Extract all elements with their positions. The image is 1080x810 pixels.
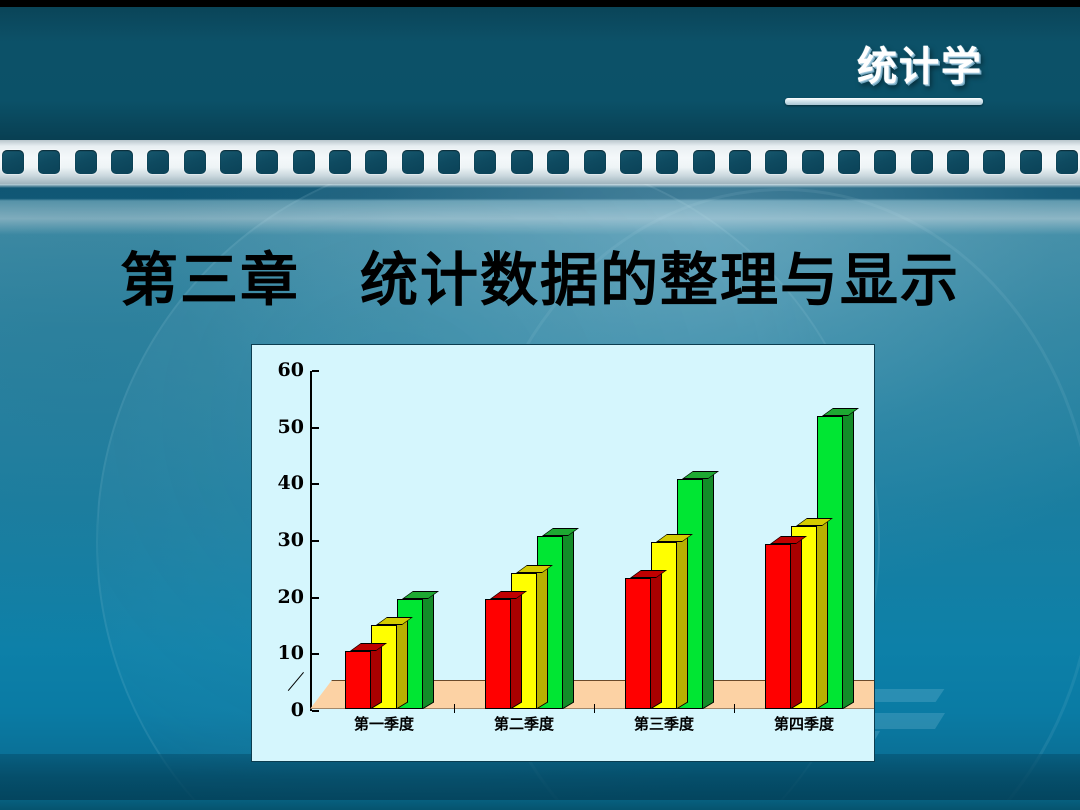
film-perforation-icon	[111, 150, 134, 174]
y-axis-tick-label: 10	[277, 642, 304, 665]
chart-floor-front-edge	[310, 708, 874, 709]
y-axis-tick	[312, 653, 319, 656]
bar-系列1	[625, 570, 668, 709]
film-perforation-icon	[910, 150, 933, 174]
film-perforation-icon	[728, 150, 751, 174]
film-perforation-icon	[765, 150, 788, 174]
bar-front-face	[765, 544, 791, 709]
bar-side-face	[397, 618, 408, 709]
y-axis-tick-label: 50	[277, 415, 304, 438]
bar-side-face	[677, 534, 688, 709]
bar-group	[314, 395, 454, 709]
bar-系列1	[345, 643, 388, 709]
y-axis-tick-label: 30	[277, 529, 304, 551]
bottom-edge	[0, 800, 1080, 810]
film-perforation-icon	[292, 150, 315, 174]
film-perforation-icon	[74, 150, 97, 174]
film-perforation-icon	[619, 150, 642, 174]
plot-area	[314, 395, 874, 709]
film-perforation-icon	[547, 150, 570, 174]
x-axis-labels: 第一季度 第二季度 第三季度 第四季度	[314, 713, 874, 737]
bar-side-face	[791, 537, 802, 709]
bar-front-face	[485, 599, 511, 709]
film-perforation-icon	[1055, 150, 1078, 174]
header-underline-bar	[785, 98, 983, 105]
bar-side-face	[703, 472, 714, 709]
y-axis-tick	[312, 426, 319, 429]
film-perforation-icon	[38, 150, 61, 174]
y-axis-tick	[312, 540, 319, 542]
header-band: 统计学	[0, 0, 1080, 140]
y-axis-tick-label: 60	[277, 359, 304, 381]
film-perforation-icon	[365, 150, 388, 174]
x-axis-category-label: 第四季度	[773, 715, 834, 733]
film-perforation-icon	[874, 150, 897, 174]
bar-group	[734, 395, 874, 709]
film-perforation-icon	[946, 150, 969, 174]
header-top-rule	[0, 0, 1080, 7]
film-perforation-icon	[147, 150, 170, 174]
bar-side-face	[537, 566, 548, 709]
bar-group	[454, 395, 594, 709]
y-axis-tick-label: 0	[290, 699, 304, 721]
film-perforation-icon	[2, 150, 24, 174]
film-perforation-icon	[220, 150, 243, 174]
bar-系列1	[485, 591, 528, 709]
film-perforation-icon	[1019, 150, 1042, 174]
film-perforation-icon	[692, 150, 715, 174]
bar-side-face	[511, 592, 522, 709]
x-axis-category-label: 第二季度	[493, 715, 554, 733]
x-axis-divider	[454, 704, 455, 713]
bar-side-face	[423, 592, 434, 709]
film-perforation-icon	[183, 150, 206, 174]
header-title: 统计学	[857, 34, 983, 92]
page-title: 第三章 统计数据的整理与显示	[119, 246, 960, 314]
y-axis-tick	[312, 710, 319, 712]
x-axis-divider	[594, 704, 595, 713]
y-axis-line	[310, 371, 312, 711]
bar-group	[594, 395, 734, 709]
bar-front-face	[345, 651, 371, 709]
film-perforation-icon	[983, 150, 1006, 174]
x-axis-category-label: 第三季度	[633, 715, 694, 733]
film-perforation-icon	[510, 150, 533, 174]
film-perforation-icon	[656, 150, 679, 174]
film-perforation-icon	[583, 150, 606, 174]
film-perforation-icon	[837, 150, 860, 174]
y-axis-tick-label: 40	[277, 472, 304, 495]
film-perforation-icon	[474, 150, 497, 174]
filmstrip-divider	[0, 140, 1080, 188]
bar-chart: 0 10 20 30 40 50 60 第一季度 第二季度 第三季度 第四季度	[251, 344, 875, 762]
film-perforation-icon	[801, 150, 824, 174]
y-axis-tick	[312, 483, 319, 486]
bar-side-face	[843, 409, 854, 709]
bar-side-face	[563, 529, 574, 709]
film-perforation-icon	[401, 150, 424, 174]
bar-side-face	[371, 644, 382, 709]
bar-side-face	[817, 519, 828, 709]
x-axis-category-label: 第一季度	[353, 715, 414, 733]
y-axis-tick	[312, 370, 319, 372]
film-perforation-icon	[256, 150, 279, 174]
bar-side-face	[651, 571, 662, 709]
y-axis-tick	[312, 596, 319, 599]
film-perforation-icon	[329, 150, 352, 174]
film-perforation-icon	[438, 150, 461, 174]
bar-front-face	[625, 578, 651, 709]
x-axis-divider	[734, 704, 735, 713]
y-axis-tick-label: 20	[277, 585, 304, 608]
bar-系列1	[765, 536, 808, 709]
